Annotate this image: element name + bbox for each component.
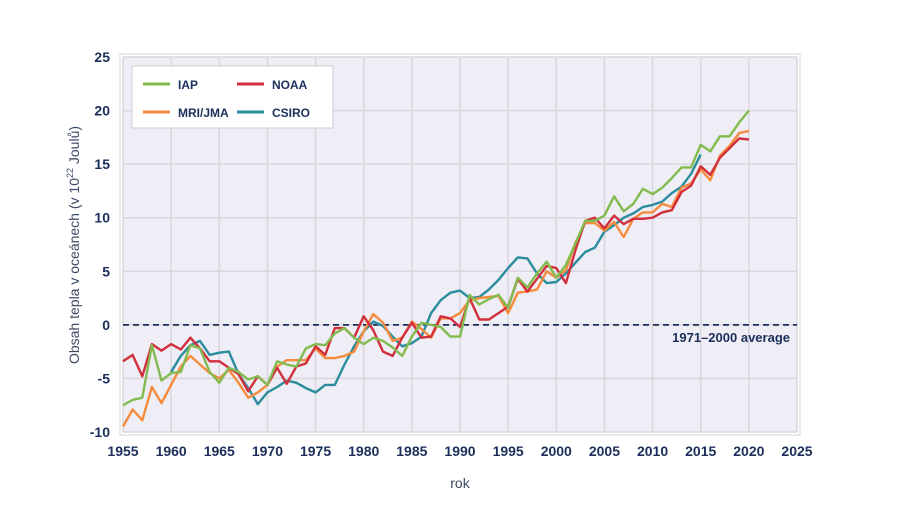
y-tick-label: 15 (94, 156, 110, 172)
x-tick-label: 1960 (156, 443, 187, 459)
x-tick-label: 1965 (204, 443, 235, 459)
y-tick-label: 20 (94, 103, 110, 119)
x-tick-label: 2005 (589, 443, 620, 459)
legend: IAP NOAA MRI/JMA CSIRO (131, 65, 334, 129)
x-tick-label: 2020 (733, 443, 764, 459)
x-tick-label: 1985 (396, 443, 427, 459)
y-axis-title-sup: 22 (65, 168, 75, 178)
x-tick-label: 1970 (252, 443, 283, 459)
reference-line-label: 1971–2000 average (672, 330, 790, 345)
y-axis-title: Obsah tepla v oceánech (v 1022 Joulů) (65, 126, 82, 364)
y-tick-label: 5 (102, 263, 110, 279)
legend-label-iap: IAP (178, 78, 198, 92)
y-axis-title-main: Obsah tepla v oceánech (v 10 (66, 178, 82, 364)
x-tick-labels: 1955 1960 1965 1970 1975 1980 1985 1990 1995 2000… (107, 443, 812, 459)
legend-box (131, 65, 334, 129)
x-tick-label: 2010 (637, 443, 668, 459)
legend-label-csiro: CSIRO (272, 106, 310, 120)
y-axis-title-tail: Joulů) (66, 126, 82, 168)
x-tick-label: 2000 (541, 443, 572, 459)
x-tick-label: 1990 (444, 443, 475, 459)
x-tick-label: 1980 (348, 443, 379, 459)
x-axis-title: rok (450, 475, 470, 491)
legend-label-mri-jma: MRI/JMA (178, 106, 229, 120)
y-tick-label: -5 (98, 370, 111, 386)
x-tick-label: 2015 (685, 443, 716, 459)
y-tick-label: 10 (94, 210, 110, 226)
x-tick-label: 1975 (300, 443, 331, 459)
series-group (121, 109, 750, 428)
x-tick-label: 1955 (107, 443, 138, 459)
reference-line-group: 1971–2000 average (123, 323, 797, 345)
series-line-csiro (170, 153, 702, 406)
x-tick-label: 1995 (493, 443, 524, 459)
y-tick-label: 0 (102, 317, 110, 333)
y-tick-label: -10 (90, 424, 110, 440)
series-line-iap (122, 109, 750, 407)
y-tick-labels: -10 -5 0 5 10 15 20 25 (90, 49, 110, 440)
x-tick-label: 2025 (781, 443, 812, 459)
legend-label-noaa: NOAA (272, 78, 308, 92)
y-tick-label: 25 (94, 49, 110, 65)
